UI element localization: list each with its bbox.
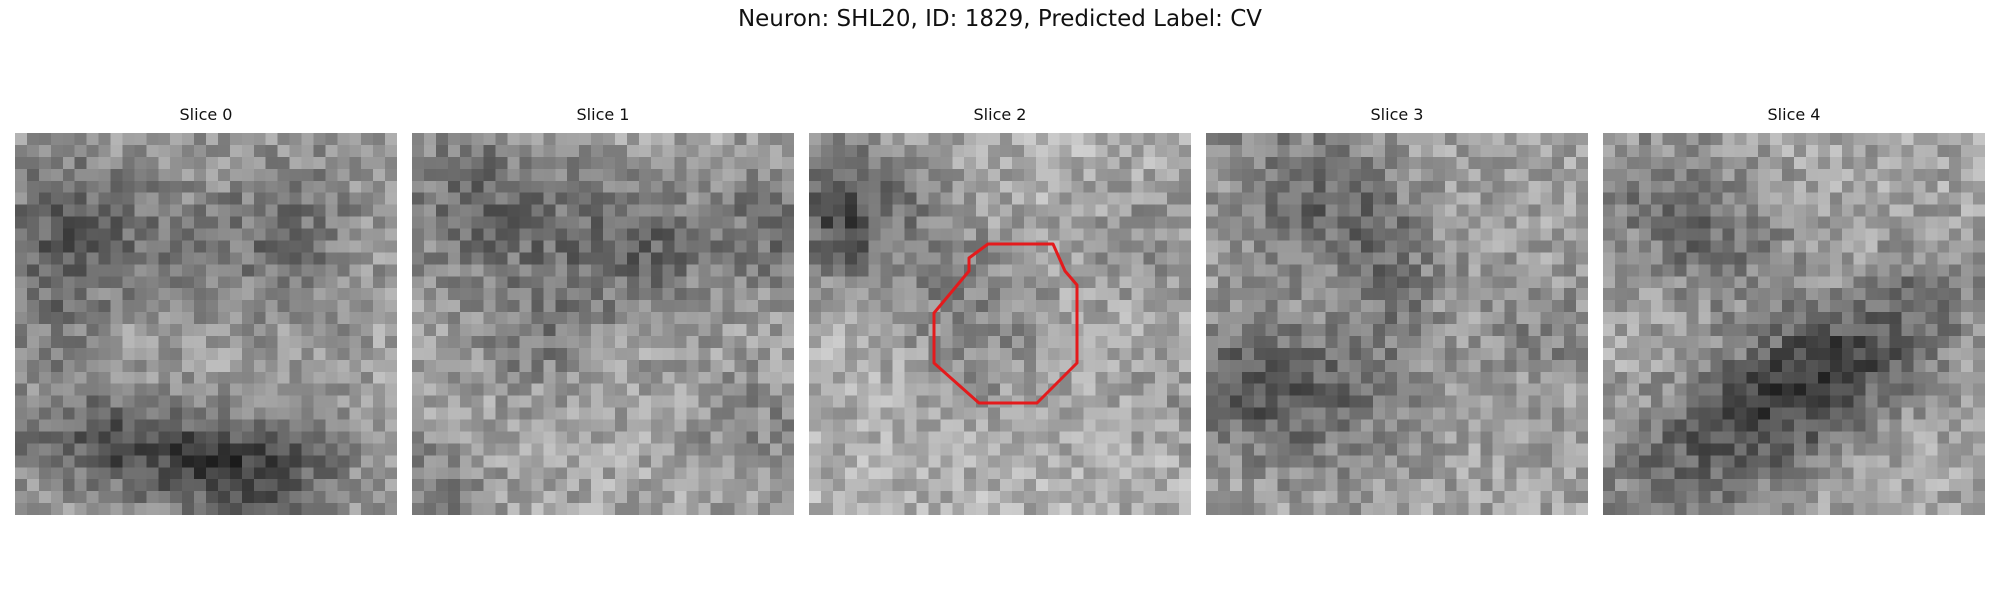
slice-title: Slice 3 [1370,105,1424,124]
roi-outline [932,242,1079,405]
slice-title: Slice 4 [1767,105,1821,124]
slice-image [15,133,397,515]
roi-polygon [932,242,1079,405]
slice-image [1603,133,1985,515]
slice-image [809,133,1191,515]
figure-title: Neuron: SHL20, ID: 1829, Predicted Label… [737,6,1263,32]
slice-image [412,133,794,515]
slice-title: Slice 1 [576,105,630,124]
slice-image [1206,133,1588,515]
slice-title: Slice 0 [179,105,233,124]
slice-title: Slice 2 [973,105,1027,124]
